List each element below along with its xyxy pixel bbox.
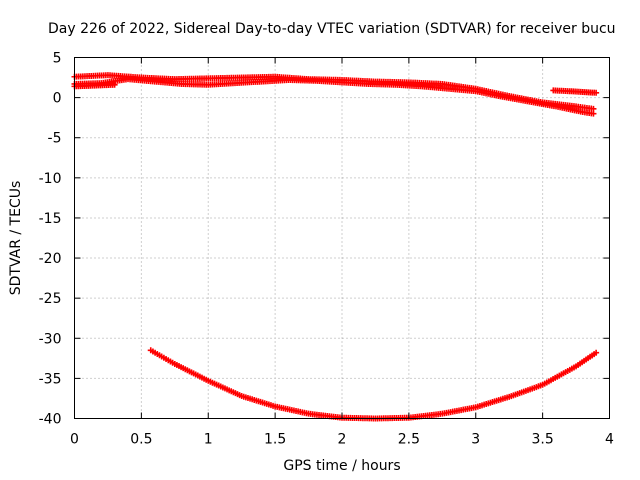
y-tick-label: 0: [53, 91, 62, 107]
data-point: [593, 349, 600, 356]
data-point: [111, 81, 118, 88]
x-tick-labels: 0 0.5 1 1.5 2 2.5 3 3.5 4: [70, 432, 614, 448]
x-tick-label: 2: [338, 432, 347, 448]
series-sat-e: [147, 347, 600, 422]
grid: [74, 57, 610, 419]
x-tick-label: 2.5: [398, 432, 420, 448]
x-tick-label: 4: [605, 432, 614, 448]
y-tick-label: -30: [39, 331, 62, 347]
axis-ticks: [74, 57, 610, 419]
y-tick-label: -15: [39, 211, 62, 227]
series-sat-d: [550, 87, 600, 96]
x-tick-label: 1.5: [264, 432, 286, 448]
x-tick-label: 3: [471, 432, 480, 448]
x-tick-label: 0.5: [130, 432, 152, 448]
y-tick-label: 5: [53, 51, 62, 67]
y-tick-label: -20: [39, 251, 62, 267]
y-tick-labels: 5 0 -5 -10 -15 -20 -25 -30 -35 -40: [39, 51, 62, 428]
y-tick-label: -5: [48, 131, 62, 147]
y-tick-label: -35: [39, 371, 62, 387]
x-tick-label: 3.5: [531, 432, 553, 448]
data-point: [593, 89, 600, 96]
series-sat-c: [71, 81, 118, 90]
x-tick-label: 1: [204, 432, 213, 448]
plot-data: [71, 72, 600, 422]
y-tick-label: -10: [39, 171, 62, 187]
x-tick-label: 0: [70, 432, 79, 448]
y-tick-label: -25: [39, 291, 62, 307]
chart-title: Day 226 of 2022, Sidereal Day-to-day VTE…: [48, 21, 616, 37]
x-axis-label: GPS time / hours: [283, 458, 400, 474]
series-sat-b: [71, 76, 597, 117]
y-tick-label: -40: [39, 412, 62, 428]
data-point: [590, 110, 597, 117]
series-sat-a: [71, 72, 597, 112]
y-axis-label: SDTVAR / TECUs: [8, 181, 24, 296]
